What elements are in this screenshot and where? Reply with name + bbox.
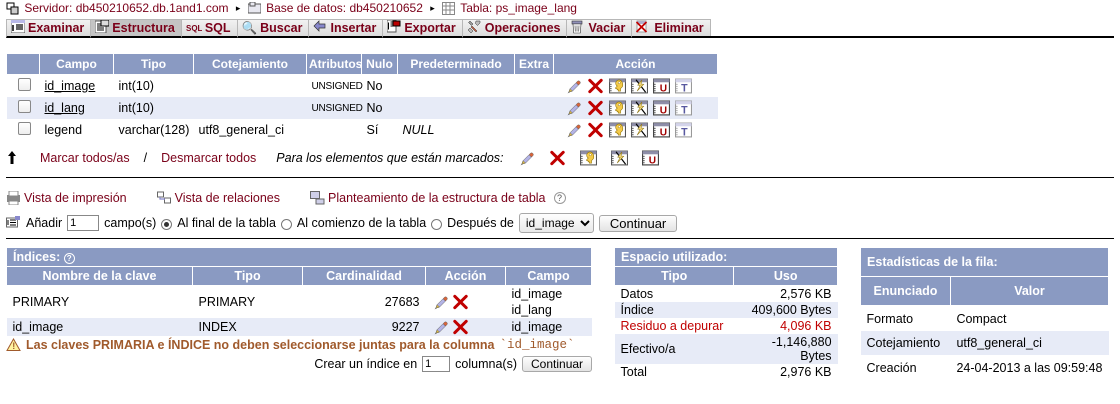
svg-text:SQL: SQL bbox=[186, 24, 202, 33]
svg-text:!: ! bbox=[12, 341, 15, 351]
